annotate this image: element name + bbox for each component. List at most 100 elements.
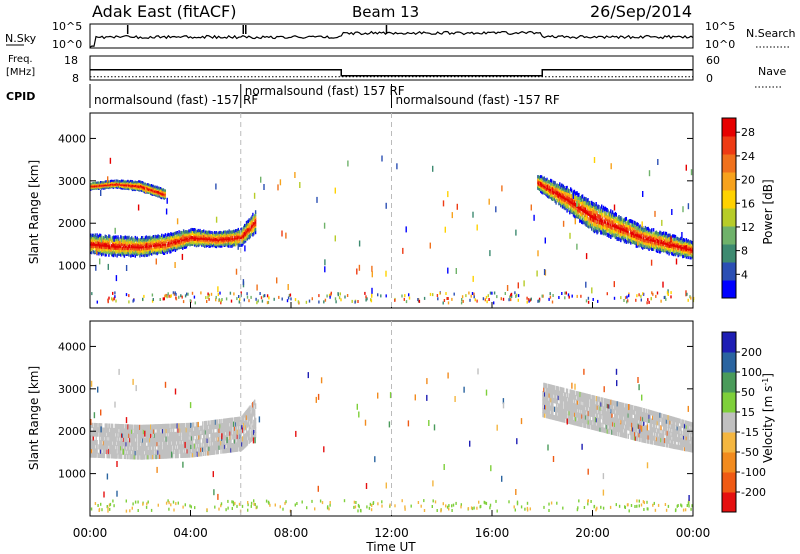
power-cell <box>613 229 616 234</box>
power-cell <box>606 220 608 225</box>
velocity-cell <box>180 452 182 458</box>
power-cell <box>647 244 649 248</box>
velocity-cell <box>105 440 107 446</box>
power-cell <box>547 194 549 199</box>
power-cell <box>150 239 152 243</box>
power-cell <box>160 246 162 251</box>
power-cell <box>204 235 207 239</box>
power-cell <box>206 234 208 238</box>
power-cell <box>95 181 97 184</box>
power-cell <box>623 230 626 235</box>
power-cell <box>162 240 164 245</box>
velocity-cell <box>181 427 183 433</box>
power-cell <box>185 233 188 237</box>
power-cell <box>635 226 637 230</box>
power-cell <box>129 237 131 242</box>
power-cell <box>506 285 509 291</box>
velocity-cell <box>101 436 104 442</box>
velocity-cell <box>187 444 189 450</box>
power-cell <box>125 236 127 240</box>
power-cell <box>608 221 610 226</box>
power-cell <box>394 298 396 302</box>
power-cell <box>100 243 103 247</box>
power-cell <box>232 232 234 236</box>
velocity-cell <box>199 451 201 457</box>
cpid-segment-label: normalsound (fast) -157 RF <box>396 93 560 107</box>
power-cell <box>105 247 107 251</box>
velocity-cell <box>158 445 160 451</box>
power-cell <box>631 219 633 224</box>
power-cell <box>128 184 130 187</box>
power-cell <box>209 239 211 243</box>
power-cell <box>96 183 98 186</box>
power-cell <box>565 191 567 196</box>
power-cell <box>121 238 124 242</box>
power-cell <box>570 204 572 209</box>
velocity-cell <box>158 436 160 442</box>
power-cell <box>180 240 182 244</box>
power-cell <box>111 248 113 252</box>
power-cell <box>626 238 628 243</box>
power-cell <box>656 291 659 295</box>
velocity-cell <box>119 428 121 434</box>
power-cell <box>579 199 581 204</box>
power-cell <box>196 240 198 244</box>
velocity-cell <box>125 441 127 447</box>
velocity-cell <box>197 438 199 444</box>
power-cell <box>603 230 606 235</box>
power-cell <box>562 200 565 204</box>
power-cell <box>642 226 644 230</box>
power-cell <box>220 244 222 248</box>
power-cell <box>241 243 243 247</box>
power-cell <box>192 237 194 241</box>
velocity-cell <box>148 441 150 447</box>
power-cell <box>110 250 112 254</box>
velocity-cell <box>131 428 134 434</box>
power-cell <box>109 245 111 250</box>
power-cell <box>645 227 647 231</box>
velocity-cell <box>91 435 94 441</box>
power-cell <box>625 216 627 221</box>
power-cell <box>172 232 175 236</box>
power-cell <box>683 252 686 256</box>
power-cell <box>656 235 658 239</box>
power-cell <box>217 293 219 297</box>
velocity-cell <box>203 433 205 440</box>
power-cell <box>628 294 630 298</box>
velocity-cell <box>211 437 213 443</box>
velocity-cell <box>162 449 165 455</box>
velocity-cell <box>125 424 127 430</box>
power-cell <box>254 220 257 224</box>
power-cell <box>597 213 599 218</box>
power-cell <box>227 244 229 248</box>
velocity-cell <box>168 453 170 459</box>
velocity-cell <box>100 440 103 446</box>
power-cell <box>601 209 603 214</box>
velocity-cell <box>140 433 142 439</box>
velocity-cell <box>187 439 189 445</box>
velocity-cell <box>205 420 208 426</box>
velocity-cell <box>121 432 124 438</box>
power-cell <box>613 218 616 223</box>
power-cell <box>186 230 188 234</box>
power-cell <box>580 294 582 298</box>
velocity-cell <box>111 436 113 442</box>
power-cell <box>581 206 583 211</box>
power-cell <box>167 241 169 246</box>
power-cell <box>538 179 540 183</box>
power-cell <box>634 230 637 234</box>
velocity-cell <box>182 427 185 433</box>
power-cell <box>90 246 92 251</box>
power-cell <box>137 238 139 242</box>
power-cell <box>641 233 643 237</box>
power-cell <box>149 184 151 187</box>
power-cell <box>128 253 130 257</box>
velocity-cell <box>120 449 122 455</box>
power-cell <box>645 239 647 243</box>
power-cell <box>119 184 121 187</box>
velocity-cell <box>106 440 108 446</box>
power-cell <box>616 224 618 229</box>
velocity-cell <box>224 426 227 433</box>
velocity-cell <box>165 445 167 451</box>
power-cell <box>686 292 688 296</box>
